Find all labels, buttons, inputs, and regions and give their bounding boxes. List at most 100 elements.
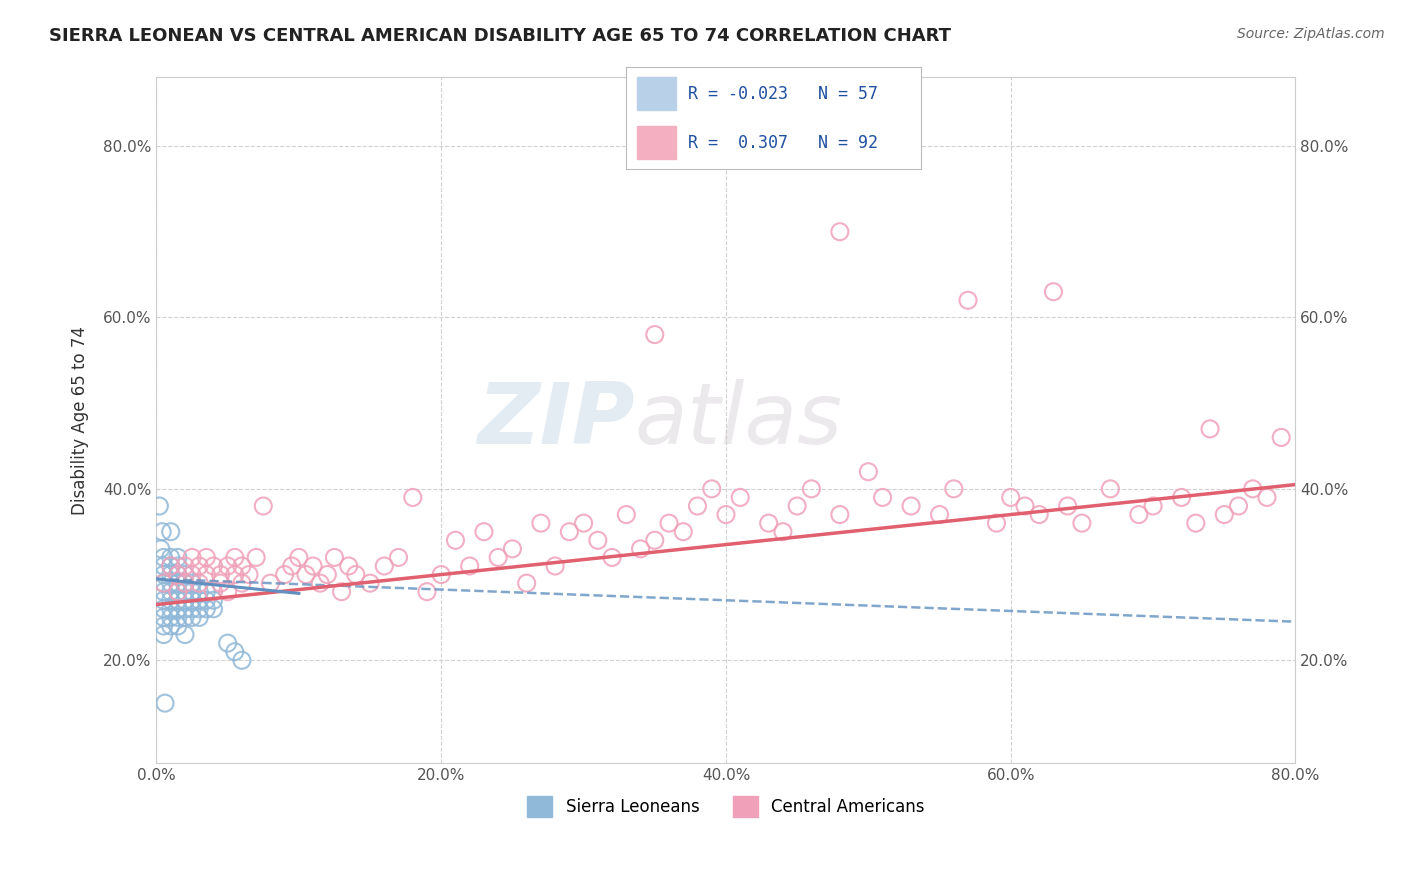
Point bbox=[872, 491, 894, 505]
Point bbox=[942, 482, 965, 496]
Point bbox=[195, 550, 218, 565]
Point bbox=[956, 293, 979, 308]
Point bbox=[1213, 508, 1236, 522]
Point bbox=[1042, 285, 1064, 299]
Point bbox=[152, 602, 174, 616]
Point bbox=[166, 584, 188, 599]
Point bbox=[430, 567, 453, 582]
Point bbox=[359, 576, 381, 591]
Point bbox=[231, 653, 253, 667]
Point bbox=[159, 576, 181, 591]
Point bbox=[188, 602, 211, 616]
Point bbox=[1128, 508, 1150, 522]
Point bbox=[152, 610, 174, 624]
Point bbox=[1000, 491, 1022, 505]
Text: ZIP: ZIP bbox=[477, 379, 636, 462]
Point bbox=[181, 576, 204, 591]
Point bbox=[672, 524, 695, 539]
Point bbox=[772, 524, 794, 539]
Point bbox=[586, 533, 609, 548]
Point bbox=[174, 602, 197, 616]
Point bbox=[152, 576, 174, 591]
Point bbox=[416, 584, 439, 599]
Point bbox=[174, 593, 197, 607]
Point bbox=[224, 645, 246, 659]
Point bbox=[828, 508, 851, 522]
Point bbox=[344, 567, 367, 582]
Point bbox=[159, 602, 181, 616]
Point bbox=[217, 636, 239, 650]
Point bbox=[181, 567, 204, 582]
Text: R =  0.307   N = 92: R = 0.307 N = 92 bbox=[688, 134, 877, 152]
Point bbox=[152, 559, 174, 574]
Point bbox=[181, 550, 204, 565]
Point bbox=[686, 499, 709, 513]
Bar bbox=[637, 77, 676, 110]
Point bbox=[188, 584, 211, 599]
Point bbox=[188, 576, 211, 591]
Point bbox=[174, 576, 197, 591]
Bar bbox=[637, 127, 676, 159]
Point bbox=[202, 593, 225, 607]
Point bbox=[166, 593, 188, 607]
Point bbox=[1184, 516, 1206, 530]
Point bbox=[159, 593, 181, 607]
Point bbox=[159, 559, 181, 574]
Point bbox=[159, 567, 181, 582]
Point bbox=[152, 567, 174, 582]
Point bbox=[786, 499, 808, 513]
Point bbox=[572, 516, 595, 530]
Point bbox=[316, 567, 339, 582]
Point bbox=[159, 610, 181, 624]
Point bbox=[530, 516, 553, 530]
Point bbox=[202, 559, 225, 574]
Point bbox=[444, 533, 467, 548]
Point bbox=[159, 619, 181, 633]
Point bbox=[181, 584, 204, 599]
Point bbox=[166, 567, 188, 582]
Point bbox=[181, 610, 204, 624]
Point bbox=[166, 550, 188, 565]
Point bbox=[1227, 499, 1250, 513]
Point bbox=[152, 619, 174, 633]
Point bbox=[1070, 516, 1092, 530]
Point bbox=[1099, 482, 1122, 496]
Point bbox=[202, 584, 225, 599]
Point bbox=[153, 696, 176, 710]
Point bbox=[152, 593, 174, 607]
Point bbox=[1241, 482, 1264, 496]
Point bbox=[544, 559, 567, 574]
Point bbox=[337, 559, 360, 574]
Point bbox=[858, 465, 880, 479]
Point bbox=[166, 602, 188, 616]
Point bbox=[166, 619, 188, 633]
Point bbox=[152, 550, 174, 565]
Point bbox=[323, 550, 346, 565]
Point bbox=[181, 602, 204, 616]
Point bbox=[714, 508, 737, 522]
Point bbox=[828, 225, 851, 239]
Point bbox=[188, 593, 211, 607]
Legend: Sierra Leoneans, Central Americans: Sierra Leoneans, Central Americans bbox=[520, 789, 931, 823]
Point bbox=[159, 550, 181, 565]
Point bbox=[295, 567, 318, 582]
Point bbox=[174, 584, 197, 599]
Point bbox=[472, 524, 495, 539]
Point bbox=[174, 567, 197, 582]
Point bbox=[600, 550, 623, 565]
Point bbox=[188, 610, 211, 624]
Y-axis label: Disability Age 65 to 74: Disability Age 65 to 74 bbox=[72, 326, 89, 515]
Point bbox=[1270, 430, 1292, 444]
Point bbox=[900, 499, 922, 513]
Point bbox=[1056, 499, 1078, 513]
Point bbox=[174, 627, 197, 641]
Point bbox=[644, 533, 666, 548]
Point bbox=[217, 559, 239, 574]
Point bbox=[209, 567, 232, 582]
Point bbox=[231, 576, 253, 591]
Point bbox=[800, 482, 823, 496]
Point bbox=[330, 584, 353, 599]
Point bbox=[245, 550, 267, 565]
Point bbox=[644, 327, 666, 342]
Point bbox=[231, 559, 253, 574]
